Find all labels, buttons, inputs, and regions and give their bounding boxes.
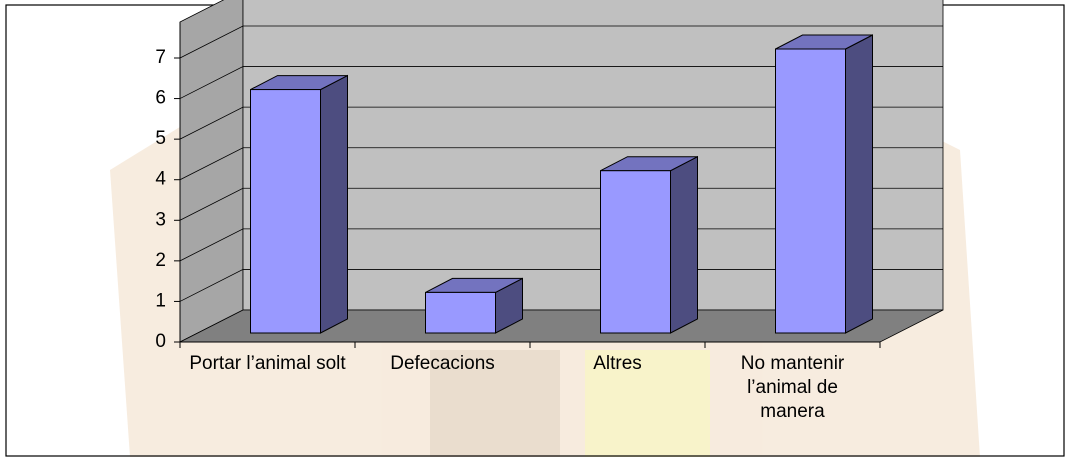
grid-line bbox=[179, 25, 943, 59]
y-tick-label: 3 bbox=[155, 209, 166, 230]
bar bbox=[600, 170, 671, 334]
grid-line bbox=[179, 269, 943, 302]
y-tick-label: 6 bbox=[155, 88, 166, 109]
grid-line bbox=[179, 66, 943, 99]
x-tick-label: Portar l’animal solt bbox=[189, 353, 346, 374]
x-tick-label: No mantenir l’animal de manera bbox=[740, 353, 845, 422]
bar bbox=[775, 48, 846, 334]
y-tick-label: 5 bbox=[155, 128, 166, 149]
y-tick-label: 0 bbox=[155, 331, 166, 352]
x-tick-label: Altres bbox=[593, 353, 642, 374]
bar bbox=[250, 89, 321, 334]
bar bbox=[425, 291, 496, 334]
grid-line bbox=[179, 106, 943, 140]
bar-side bbox=[670, 155, 698, 334]
y-tick-label: 7 bbox=[155, 47, 166, 68]
bar-side bbox=[320, 74, 348, 334]
y-tick-label: 4 bbox=[155, 169, 166, 190]
watermark-dog bbox=[585, 350, 710, 457]
watermark-ship bbox=[430, 350, 560, 457]
side-wall bbox=[179, 0, 244, 343]
y-tick-label: 1 bbox=[155, 290, 166, 311]
bar-side bbox=[845, 34, 873, 334]
grid-line bbox=[179, 147, 943, 181]
y-tick-label: 2 bbox=[155, 250, 166, 271]
grid-line bbox=[179, 187, 943, 221]
x-tick-label: Defecacions bbox=[390, 353, 495, 374]
grid-line bbox=[179, 228, 943, 262]
